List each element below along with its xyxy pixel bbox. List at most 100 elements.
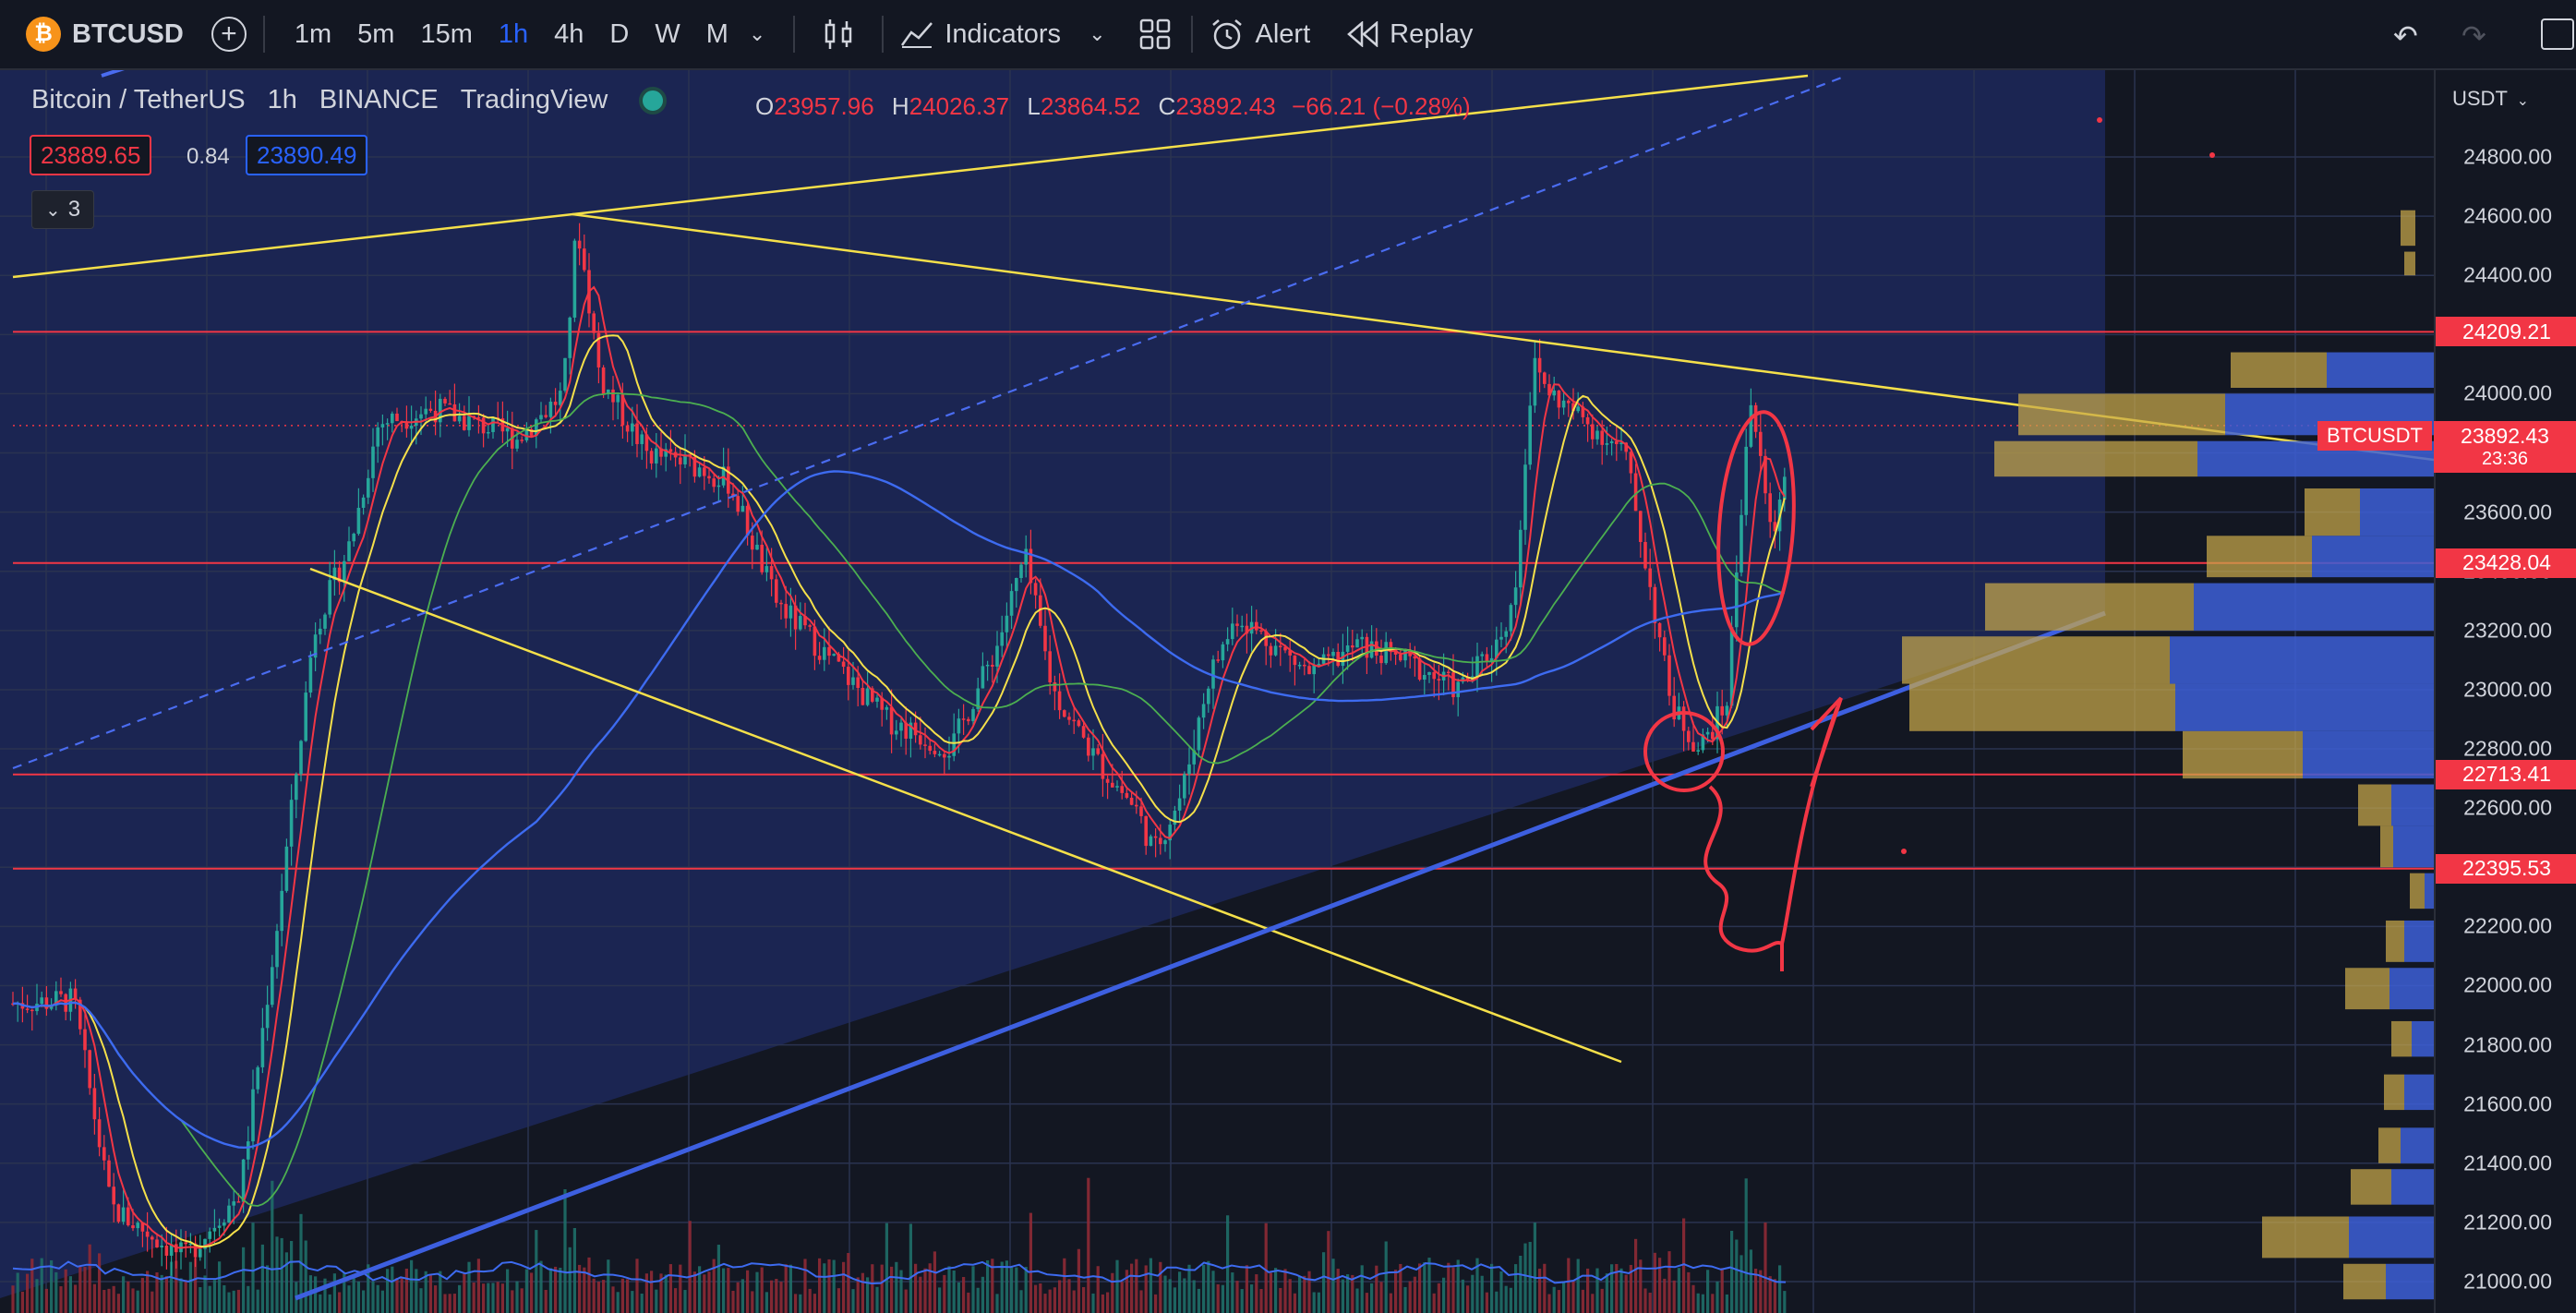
candle-body [808, 625, 812, 627]
interval-4h[interactable]: 4h [554, 18, 584, 49]
candle-body [1523, 464, 1527, 530]
ascending-blue-trendline[interactable] [295, 610, 2106, 1301]
fullscreen-icon[interactable] [2541, 18, 2574, 50]
candle-body [995, 645, 999, 667]
sell-price-button[interactable]: 23889.65 [30, 135, 152, 175]
redo-icon[interactable]: ↷ [2462, 19, 2486, 53]
interval-w[interactable]: W [655, 18, 680, 49]
blue-ray-fragment[interactable] [101, 70, 170, 78]
bitcoin-icon[interactable]: ₿ [26, 17, 61, 52]
candle-body [793, 605, 798, 630]
volume-bar [1063, 1258, 1066, 1313]
volume-bar [395, 1277, 399, 1313]
market-status-dot-icon[interactable] [639, 86, 668, 114]
candle-body [520, 440, 524, 441]
interval-dropdown-chevron-icon[interactable]: ⌄ [748, 22, 766, 45]
volume-profile-buy-bar [2386, 1263, 2434, 1300]
undo-icon[interactable]: ↶ [2393, 19, 2418, 53]
volume-bar [218, 1261, 222, 1313]
volume-bar [775, 1278, 778, 1313]
candle-body [49, 1005, 54, 1009]
axis-currency-select[interactable]: USDT ⌄ [2452, 87, 2529, 111]
dashed-channel-line[interactable] [12, 74, 1848, 770]
interval-1h[interactable]: 1h [498, 18, 529, 49]
buy-price-button[interactable]: 23890.49 [246, 135, 368, 175]
drawn-ellipse-annotation[interactable] [1711, 410, 1800, 647]
volume-bar [1706, 1270, 1710, 1313]
candle-body [121, 1207, 126, 1223]
candle-style-icon[interactable] [823, 18, 854, 51]
volume-bar [1163, 1275, 1167, 1313]
volume-bar [314, 1276, 318, 1313]
indicators-button[interactable]: Indicators ⌄ [900, 18, 1106, 50]
volume-bar [1749, 1249, 1752, 1313]
volume-bar [1101, 1294, 1104, 1313]
price-axis[interactable]: USDT ⌄ 24800.0024600.0024400.0024200.002… [2434, 70, 2576, 1313]
volume-bar [347, 1285, 351, 1313]
drawn-arrow-annotation[interactable] [1703, 696, 1843, 971]
indicators-collapse-button[interactable]: ⌄ 3 [31, 190, 94, 229]
volume-bar [1725, 1294, 1728, 1313]
upper-yellow-trendline[interactable] [12, 74, 1809, 279]
candle-body [223, 1223, 226, 1226]
volume-bar [1240, 1289, 1244, 1313]
indicators-label: Indicators [945, 18, 1062, 49]
candle-body [203, 1238, 207, 1249]
interval-5m[interactable]: 5m [357, 18, 395, 49]
volume-bar [1312, 1292, 1316, 1313]
candle-body [889, 706, 894, 735]
volume-bar [716, 1245, 720, 1313]
candle-body [304, 693, 307, 741]
candle-body [92, 1088, 97, 1120]
candle-body [319, 628, 322, 635]
candle-body [295, 774, 298, 801]
replay-button[interactable]: Replay [1347, 19, 1473, 50]
price-tick-label: 21400.00 [2463, 1150, 2552, 1175]
candle-body [160, 1246, 163, 1247]
candle-body [1576, 406, 1580, 412]
candle-body [1264, 631, 1268, 646]
volume-bar [640, 1294, 644, 1313]
interval-1m[interactable]: 1m [294, 18, 332, 49]
candle-body [1447, 671, 1451, 674]
candle-body [1072, 719, 1076, 722]
drawn-circle-annotation[interactable] [1643, 711, 1725, 792]
interval-15m[interactable]: 15m [420, 18, 473, 49]
candle-body [1159, 837, 1162, 845]
volume-bar [1389, 1293, 1392, 1313]
candle-body [568, 317, 572, 358]
volume-bar [236, 1289, 240, 1313]
price-chart[interactable] [0, 70, 2434, 1313]
chart-legend[interactable]: Bitcoin / TetherUS 1h BINANCE TradingVie… [31, 85, 668, 115]
candle-body [1739, 514, 1743, 573]
candle-body [1067, 717, 1071, 720]
volume-bar [1461, 1279, 1464, 1313]
candle-body [847, 667, 850, 685]
volume-bar [1687, 1271, 1691, 1313]
volume-bar [1365, 1293, 1368, 1313]
candle-body [799, 616, 802, 630]
interval-m[interactable]: M [705, 18, 728, 49]
volume-bar [107, 1288, 111, 1313]
candle-body [1235, 623, 1239, 626]
volume-bar [1336, 1269, 1340, 1313]
volume-bar [371, 1281, 375, 1313]
candle-body [985, 664, 990, 667]
volume-bar [415, 1269, 418, 1313]
candle-body [313, 634, 318, 658]
symbol-search-button[interactable]: BTCUSD [72, 18, 184, 49]
alert-button[interactable]: Alert [1210, 18, 1310, 51]
compare-symbol-button[interactable]: + [211, 17, 247, 52]
volume-bar [1168, 1279, 1172, 1313]
descending-support-line[interactable] [309, 567, 1622, 1064]
volume-bar [356, 1281, 360, 1313]
volume-bar [1672, 1280, 1676, 1313]
volume-bar [1149, 1258, 1152, 1313]
volume-bar [731, 1290, 735, 1313]
ohlc-close: 23892.43 [1175, 92, 1276, 120]
volume-bar [1250, 1284, 1254, 1313]
layout-grid-icon[interactable] [1139, 18, 1171, 50]
volume-bar [1197, 1288, 1200, 1313]
interval-d[interactable]: D [609, 18, 630, 49]
volume-bar [1072, 1290, 1076, 1313]
